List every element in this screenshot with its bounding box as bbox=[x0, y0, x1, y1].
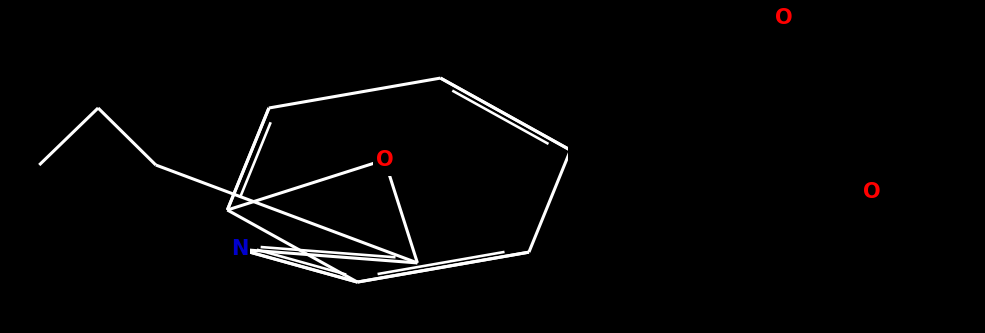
Text: O: O bbox=[863, 182, 881, 202]
FancyBboxPatch shape bbox=[861, 176, 884, 209]
FancyBboxPatch shape bbox=[772, 2, 795, 35]
Text: O: O bbox=[775, 8, 792, 28]
FancyBboxPatch shape bbox=[230, 229, 250, 269]
FancyBboxPatch shape bbox=[373, 143, 396, 176]
Text: N: N bbox=[231, 239, 248, 259]
Text: O: O bbox=[375, 150, 393, 170]
